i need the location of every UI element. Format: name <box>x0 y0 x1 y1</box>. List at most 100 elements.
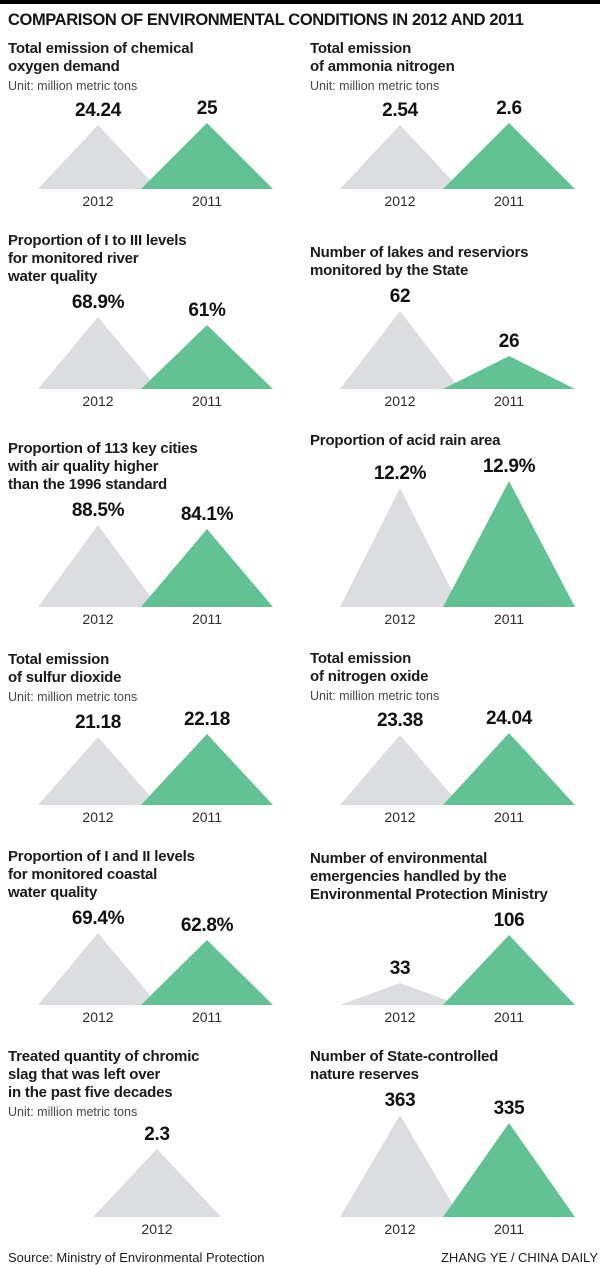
value-label-2012: 88.5% <box>71 500 125 521</box>
triangle-2012 <box>38 933 158 1005</box>
year-labels: 2012 2011 <box>310 1009 600 1030</box>
triangle-2012 <box>38 737 158 805</box>
value-label-2012: 62 <box>389 286 411 307</box>
credit-note: ZHANG YE / CHINA DAILY <box>440 1250 598 1265</box>
year-label-2011: 2011 <box>493 393 525 409</box>
year-label-2011: 2011 <box>493 809 525 825</box>
year-label-2011: 2011 <box>191 393 223 409</box>
triangle-2012 <box>340 983 460 1005</box>
triangle-chart: 69.4% 62.8% <box>8 905 310 1005</box>
chart-title: Number of lakes and reserviors monitored… <box>310 244 529 279</box>
value-label-2012: 21.18 <box>74 712 122 733</box>
source-note: Source: Ministry of Environmental Protec… <box>8 1250 265 1265</box>
chart-title: Proportion of I to III levels for monito… <box>8 232 187 285</box>
triangle-2011 <box>443 733 575 805</box>
year-label-2012: 2012 <box>384 809 416 825</box>
triangle-2011 <box>443 356 575 389</box>
year-labels: 2012 2011 <box>310 611 600 632</box>
chart-title: Treated quantity of chromic slag that wa… <box>8 1048 200 1101</box>
value-label-2011: 24.04 <box>485 708 533 729</box>
triangle-chart: 12.2% 12.9% <box>310 453 600 607</box>
triangle-chart: 21.18 22.18 <box>8 706 310 805</box>
value-label-2012: 2.3 <box>144 1124 170 1145</box>
value-label-2011: 84.1% <box>180 504 234 525</box>
year-label-2012: 2012 <box>384 611 416 627</box>
year-label-2011: 2011 <box>493 193 525 209</box>
chart-environmental-emergencies: Number of environmental emergencies hand… <box>310 850 600 1030</box>
triangle-2011 <box>443 935 575 1005</box>
triangle-chart: 23.38 24.04 <box>310 705 600 805</box>
year-labels: 2012 2011 <box>8 1009 310 1030</box>
year-label-2012: 2012 <box>384 193 416 209</box>
chart-title: Total emission of nitrogen oxide <box>310 650 429 685</box>
chart-title: Total emission of sulfur dioxide <box>8 651 122 686</box>
chart-chemical-oxygen-demand: Total emission of chemical oxygen demand… <box>8 40 310 214</box>
value-label-2012: 33 <box>389 958 411 979</box>
chart-row-2: Proportion of I to III levels for monito… <box>0 232 600 414</box>
value-label-2012: 24.24 <box>74 100 122 121</box>
year-label-2012: 2012 <box>82 1009 114 1025</box>
triangle-2012 <box>38 317 158 389</box>
triangle-chart: 2.3 <box>8 1121 310 1217</box>
chart-row-1: Total emission of chemical oxygen demand… <box>0 40 600 214</box>
chart-lakes-reservoirs: Number of lakes and reserviors monitored… <box>310 244 600 414</box>
triangle-2011 <box>443 1123 575 1217</box>
year-label-2012: 2012 <box>82 393 114 409</box>
year-label-2011: 2011 <box>493 611 525 627</box>
triangle-chart: 2.54 2.6 <box>310 95 600 189</box>
year-label-2011: 2011 <box>191 809 223 825</box>
year-labels: 2012 2011 <box>310 393 600 414</box>
value-label-2012: 23.38 <box>376 710 424 731</box>
year-label-2011: 2011 <box>493 1221 525 1237</box>
chart-title: Proportion of acid rain area <box>310 432 501 449</box>
triangle-2012 <box>93 1149 221 1217</box>
year-labels: 2012 2011 <box>310 809 600 830</box>
year-label-2011: 2011 <box>493 1009 525 1025</box>
chart-air-quality-113-cities: Proportion of 113 key cities with air qu… <box>8 440 310 632</box>
chart-title: Number of environmental emergencies hand… <box>310 850 548 903</box>
year-label-2012: 2012 <box>384 1009 416 1025</box>
value-label-2011: 62.8% <box>180 915 234 936</box>
chart-sulfur-dioxide: Total emission of sulfur dioxide Unit: m… <box>8 651 310 830</box>
year-label-2011: 2011 <box>191 193 223 209</box>
triangle-2011 <box>141 529 273 607</box>
triangle-chart: 88.5% 84.1% <box>8 497 310 607</box>
year-labels: 2012 2011 <box>8 393 310 414</box>
chart-unit: Unit: million metric tons <box>8 1105 138 1119</box>
value-label-2012: 12.2% <box>373 463 427 484</box>
value-label-2012: 2.54 <box>382 100 418 121</box>
triangle-chart: 33 106 <box>310 907 600 1005</box>
chart-acid-rain-area: Proportion of acid rain area 12.2% 12.9%… <box>310 432 600 632</box>
chart-coastal-water-quality: Proportion of I and II levels for monito… <box>8 848 310 1030</box>
triangle-2011 <box>141 940 273 1005</box>
value-label-2011: 12.9% <box>482 456 536 477</box>
value-label-2011: 106 <box>493 910 525 931</box>
year-label-2011: 2011 <box>191 611 223 627</box>
triangle-2012 <box>340 311 460 389</box>
triangle-2012 <box>340 125 460 189</box>
chart-unit: Unit: million metric tons <box>8 690 138 704</box>
value-label-2011: 25 <box>196 98 218 119</box>
triangle-2012 <box>38 525 158 607</box>
chart-nitrogen-oxide: Total emission of nitrogen oxide Unit: m… <box>310 650 600 830</box>
value-label-2011: 335 <box>493 1098 525 1119</box>
year-labels: 2012 <box>8 1221 310 1242</box>
triangle-2012 <box>38 125 158 189</box>
chart-nature-reserves: Number of State-controlled nature reserv… <box>310 1048 600 1242</box>
triangle-chart: 363 335 <box>310 1087 600 1217</box>
year-label-2012: 2012 <box>384 1221 416 1237</box>
chart-chromic-slag: Treated quantity of chromic slag that wa… <box>8 1048 310 1242</box>
chart-ammonia-nitrogen: Total emission of ammonia nitrogen Unit:… <box>310 40 600 214</box>
triangle-2012 <box>340 1115 460 1217</box>
page-title: COMPARISON OF ENVIRONMENTAL CONDITIONS I… <box>8 11 524 29</box>
chart-title: Total emission of chemical oxygen demand <box>8 40 194 75</box>
value-label-2011: 26 <box>498 331 520 352</box>
value-label-2011: 2.6 <box>496 98 522 119</box>
triangle-2011 <box>141 325 273 389</box>
year-label-2012: 2012 <box>82 809 114 825</box>
value-label-2011: 61% <box>188 300 226 321</box>
chart-row-4: Total emission of sulfur dioxide Unit: m… <box>0 650 600 830</box>
year-label-2012: 2012 <box>82 193 114 209</box>
triangle-chart: 62 26 <box>310 283 600 389</box>
year-labels: 2012 2011 <box>310 193 600 214</box>
